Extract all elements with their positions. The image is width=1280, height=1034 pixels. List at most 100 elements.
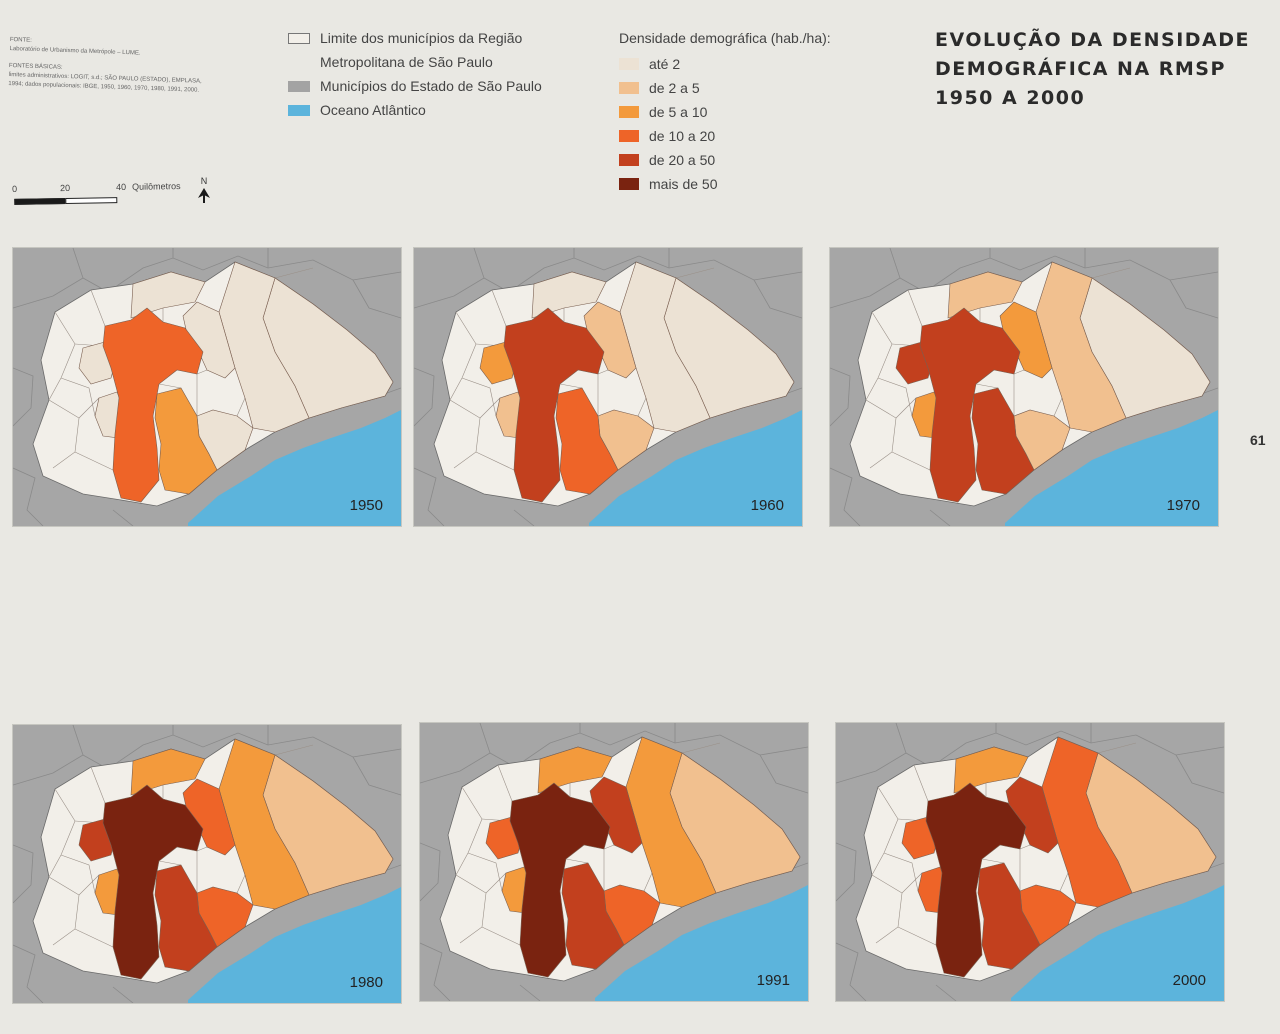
municipality-north <box>130 271 206 319</box>
state-municipal-border <box>72 725 84 756</box>
municipal-boundary <box>675 267 715 279</box>
municipal-boundary <box>455 874 487 944</box>
state-municipal-border <box>13 844 34 904</box>
municipality-abc <box>154 387 218 495</box>
municipal-boundary <box>461 377 497 417</box>
municipal-boundary <box>1019 844 1031 850</box>
municipality-north <box>953 746 1029 794</box>
density-class-4: de 20 a 50 <box>619 148 831 172</box>
municipality-abc <box>977 862 1041 970</box>
state-municipal-border <box>759 754 808 794</box>
state-municipal-border <box>836 730 1224 784</box>
north-label: N <box>200 176 208 186</box>
map-svg <box>13 725 401 1003</box>
municipal-boundary <box>48 876 80 946</box>
map-year: 1970 <box>1166 497 1200 514</box>
map-year: 1991 <box>756 972 790 989</box>
municipal-boundary <box>559 383 583 389</box>
municipal-boundary <box>865 399 897 469</box>
ocean-area <box>188 887 401 1003</box>
municipal-boundary <box>871 874 903 944</box>
municipal-boundary <box>274 267 314 279</box>
municipality-sp <box>509 782 611 978</box>
municipality-sp <box>925 782 1027 978</box>
north-arrow: N <box>196 176 212 206</box>
legend-label: de 20 a 50 <box>649 152 716 168</box>
state-municipal-border <box>889 248 901 279</box>
municipality-sp <box>503 307 605 503</box>
scale-tick-20: 20 <box>59 182 71 194</box>
municipal-boundary <box>603 844 615 850</box>
municipal-boundary <box>196 846 208 852</box>
title-line-1: EVOLUÇÃO DA DENSIDADE <box>935 29 1250 51</box>
state-municipal-border <box>830 255 1218 309</box>
municipality-abc <box>555 387 619 495</box>
map-panel: 1950 <box>13 248 401 526</box>
municipality-sp <box>919 307 1021 503</box>
map-year: 2000 <box>1172 972 1206 989</box>
municipal-boundary <box>871 786 899 876</box>
municipal-boundary <box>975 383 999 389</box>
scale-segment-light <box>65 197 118 205</box>
map-panel: 1960 <box>414 248 802 526</box>
municipal-boundary <box>637 397 647 417</box>
map-panel: 1980 <box>13 725 401 1003</box>
municipal-boundary <box>895 397 917 419</box>
ocean-area <box>1005 410 1218 526</box>
municipal-boundary <box>449 311 477 401</box>
municipal-boundary <box>485 872 507 894</box>
base-legend: Limite dos municípios da Região Metropol… <box>288 26 542 122</box>
municipal-boundary <box>60 377 96 417</box>
legend-swatch <box>619 82 639 94</box>
state-municipal-border <box>753 279 802 319</box>
municipal-boundary <box>78 874 100 896</box>
municipal-boundary <box>158 383 182 389</box>
map-panel: 1991 <box>420 723 808 1001</box>
municipal-boundary <box>48 788 76 878</box>
municipal-boundary <box>901 872 923 894</box>
legend-label: de 10 a 20 <box>649 128 716 144</box>
density-legend: Densidade demográfica (hab./ha): até 2 d… <box>619 30 831 196</box>
municipal-boundary <box>74 928 114 948</box>
municipality-north <box>947 271 1023 319</box>
legend-label: Municípios do Estado de São Paulo <box>320 78 542 94</box>
page-number: 61 <box>1250 432 1266 448</box>
municipality-sp <box>102 307 204 503</box>
legend-swatch <box>619 130 639 142</box>
municipal-boundary <box>491 289 507 327</box>
map-panel: 2000 <box>836 723 1224 1001</box>
municipal-boundary <box>877 377 913 417</box>
legend-swatch <box>288 104 310 116</box>
map-panel: 1970 <box>830 248 1218 526</box>
municipal-boundary <box>565 858 589 864</box>
legend-swatch <box>288 80 310 92</box>
state-municipal-border <box>13 255 401 309</box>
municipal-boundary <box>90 289 106 327</box>
municipal-boundary <box>481 926 521 946</box>
municipal-boundary <box>90 766 106 804</box>
state-municipal-border <box>414 467 445 526</box>
municipal-boundary <box>1091 267 1131 279</box>
state-municipal-border <box>352 756 401 796</box>
state-municipal-border <box>414 367 435 427</box>
municipal-boundary <box>497 764 513 802</box>
municipal-boundary <box>449 399 481 469</box>
legend-label: Limite dos municípios da Região <box>320 30 523 46</box>
map-svg <box>420 723 808 1001</box>
municipal-boundary <box>907 289 923 327</box>
density-legend-title: Densidade demográfica (hab./ha): <box>619 30 831 46</box>
density-class-2: de 5 a 10 <box>619 100 831 124</box>
municipal-boundary <box>74 451 114 471</box>
page-title: EVOLUÇÃO DA DENSIDADE DEMOGRÁFICA NA RMS… <box>935 26 1250 113</box>
state-municipal-border <box>830 367 851 427</box>
municipal-boundary <box>467 852 503 892</box>
state-municipal-border <box>414 255 802 309</box>
density-class-3: de 10 a 20 <box>619 124 831 148</box>
municipal-boundary <box>479 397 501 419</box>
map-svg <box>836 723 1224 1001</box>
sources-note: FONTE: Laboratório de Urbanismo da Metró… <box>8 36 210 96</box>
municipality-north <box>130 748 206 796</box>
density-class-1: de 2 a 5 <box>619 76 831 100</box>
state-municipal-border <box>473 248 485 279</box>
scale-tick-40: 40 <box>115 181 127 193</box>
